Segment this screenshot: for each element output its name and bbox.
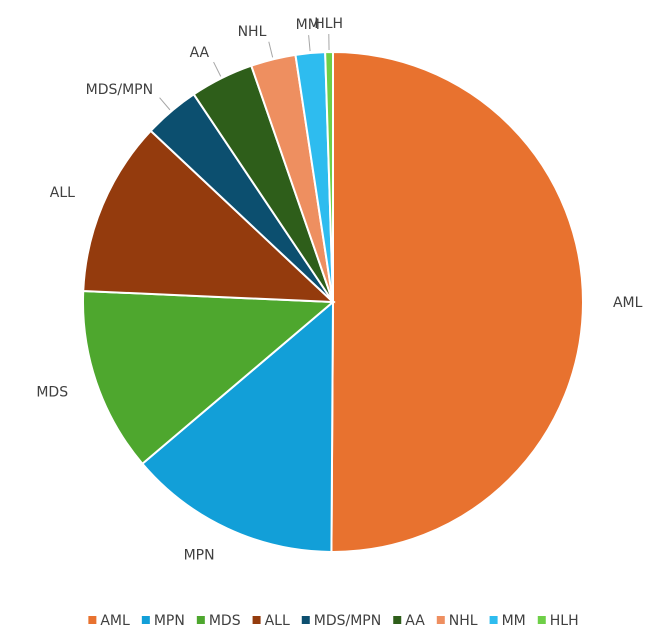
- legend-label: MDS: [209, 613, 241, 629]
- leader-line: [159, 97, 171, 111]
- slice-label: MM: [296, 17, 320, 33]
- legend-swatch: [436, 616, 445, 624]
- legend-label: AA: [405, 613, 425, 629]
- legend-label: ALL: [265, 613, 290, 629]
- pie-slice: [82, 289, 336, 466]
- pie-slice: [324, 50, 334, 303]
- slice-label: MPN: [184, 548, 215, 564]
- slice-label: ALL: [50, 185, 75, 201]
- legend-swatch: [301, 616, 310, 624]
- slice-label: NHL: [238, 24, 267, 40]
- legend-swatch: [489, 616, 498, 624]
- legend-label: MPN: [154, 613, 185, 629]
- pie-slice: [330, 50, 585, 553]
- slice-label: MDS: [36, 385, 68, 401]
- pie-slice: [82, 129, 336, 304]
- legend-swatch: [393, 616, 402, 624]
- legend-label: MDS/MPN: [314, 613, 381, 629]
- leader-line: [268, 41, 274, 58]
- leader-line: [308, 35, 311, 52]
- legend-swatch: [196, 616, 205, 624]
- slice-label: AA: [190, 45, 210, 61]
- legend-swatch: [141, 616, 150, 624]
- legend-swatch: [88, 616, 97, 624]
- pie-slice: [140, 299, 335, 554]
- legend-label: MM: [502, 613, 526, 629]
- slice-label: AML: [613, 295, 643, 311]
- leader-line: [213, 61, 222, 77]
- slice-label: HLH: [314, 16, 343, 32]
- legend-label: AML: [100, 613, 130, 629]
- legend-label: NHL: [449, 613, 478, 629]
- legend-label: HLH: [550, 613, 579, 629]
- legend-swatch: [537, 616, 546, 624]
- legend-swatch: [252, 616, 261, 624]
- slice-label: MDS/MPN: [86, 82, 153, 98]
